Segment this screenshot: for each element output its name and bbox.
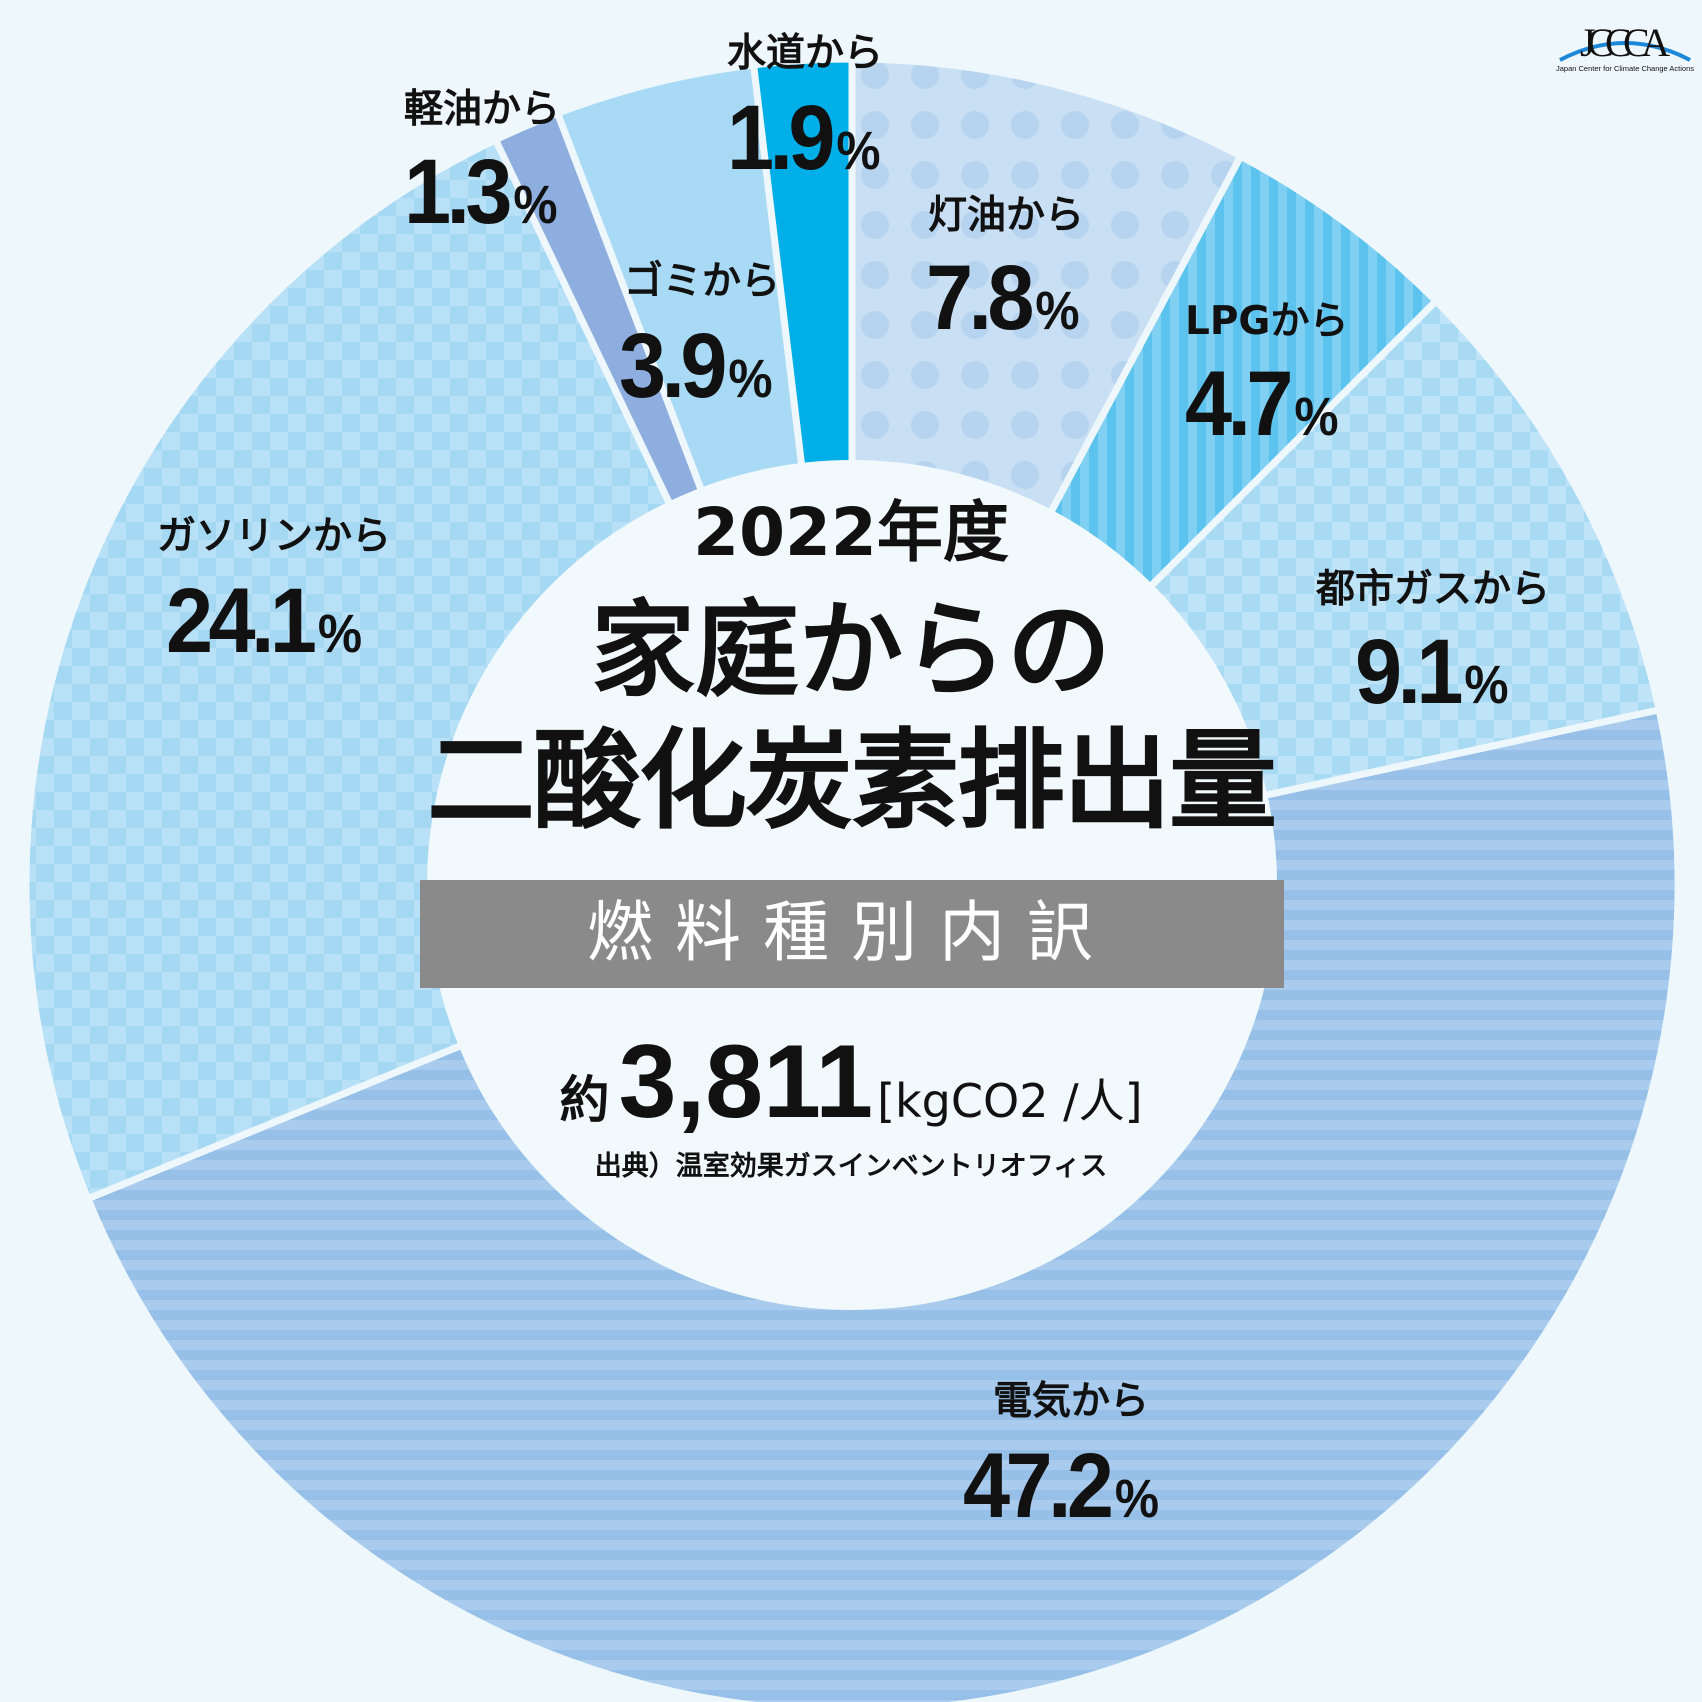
value-gasoline: 24.1% — [166, 570, 363, 672]
source-note: 出典）温室効果ガスインベントリオフィス — [594, 1151, 1108, 1182]
chart-title-line2: 二酸化炭素排出量 — [426, 719, 1277, 844]
label-water: 水道から — [727, 31, 884, 76]
value-city-gas: 9.1% — [1355, 621, 1509, 723]
value-waste: 3.9% — [619, 315, 773, 417]
jccca-logo: JCCCA Japan Center for Climate Change Ac… — [1556, 20, 1694, 73]
logo-subtitle: Japan Center for Climate Change Actions — [1556, 64, 1694, 73]
label-city-gas: 都市ガスから — [1316, 567, 1551, 612]
total-unit: [kgCO2 /人] — [877, 1074, 1143, 1128]
label-gasoline: ガソリンから — [157, 514, 392, 559]
value-electricity: 47.2% — [963, 1435, 1160, 1537]
value-diesel: 1.3% — [404, 141, 558, 243]
label-diesel: 軽油から — [404, 87, 561, 132]
value-lpg: 4.7% — [1185, 353, 1339, 455]
total-prefix: 約 — [559, 1071, 610, 1129]
total-emission: 約 3,811[kgCO2 /人] — [0, 1030, 1702, 1134]
logo-text: JCCCA — [1580, 20, 1670, 65]
value-kerosene: 7.8% — [926, 247, 1080, 349]
band-label: 燃料種別内訳 — [587, 894, 1115, 971]
label-waste: ゴミから — [624, 259, 781, 304]
total-value: 3,811 — [618, 1024, 874, 1140]
chart-year: 2022年度 — [693, 494, 1009, 571]
value-water: 1.9% — [727, 87, 881, 189]
chart-title-line1: 家庭からの — [590, 589, 1111, 711]
label-kerosene: 灯油から — [928, 193, 1085, 238]
breakdown-band — [420, 880, 1284, 988]
label-electricity: 電気から — [993, 1379, 1150, 1424]
label-lpg: LPGから — [1185, 299, 1349, 344]
